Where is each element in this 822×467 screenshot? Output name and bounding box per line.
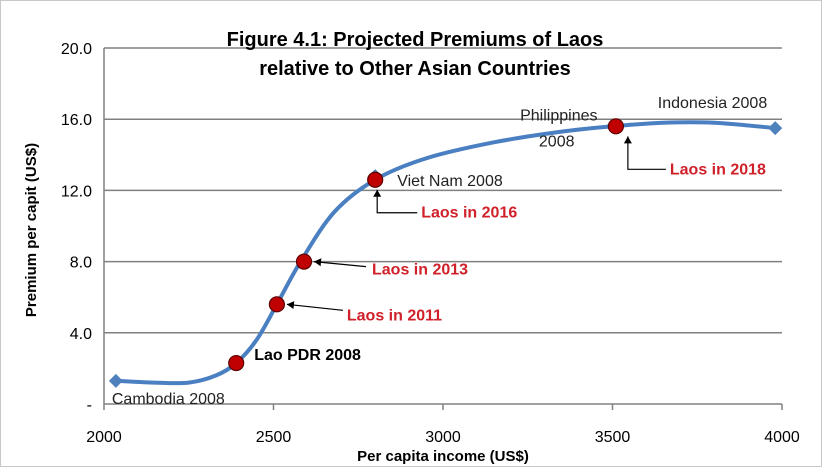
leader-line bbox=[376, 189, 418, 214]
point-labels: Cambodia 2008 Viet Nam 2008 Philippines 200… bbox=[112, 95, 767, 408]
curve-layer bbox=[115, 120, 778, 386]
y-tick-label: 4.0 bbox=[70, 326, 92, 343]
laos-marker bbox=[268, 296, 285, 313]
leader-line bbox=[313, 261, 367, 268]
laos-label: Laos in 2013 bbox=[372, 262, 468, 279]
x-axis-label: Per capita income (US$) bbox=[357, 448, 529, 465]
country-label: Indonesia 2008 bbox=[658, 95, 768, 112]
y-tick-label: 8.0 bbox=[70, 255, 92, 272]
country-label: Cambodia 2008 bbox=[112, 391, 225, 408]
laos-label: Laos in 2011 bbox=[347, 307, 442, 324]
country-label: Viet Nam 2008 bbox=[397, 173, 503, 190]
country-marker bbox=[108, 373, 123, 388]
x-tick-label: 2500 bbox=[256, 429, 292, 446]
laos-marker bbox=[607, 118, 624, 135]
laos-marker bbox=[228, 354, 245, 372]
arrowhead bbox=[286, 301, 295, 310]
country-marker bbox=[768, 121, 783, 136]
y-axis-label: Premium per capit (US$) bbox=[23, 143, 40, 317]
y-tick-label: - bbox=[87, 397, 92, 414]
x-tick-label: 3000 bbox=[425, 429, 461, 446]
x-tick-label: 2000 bbox=[86, 429, 122, 446]
y-tick-label: 12.0 bbox=[61, 183, 92, 200]
chart-title-line1: Figure 4.1: Projected Premiums of Laos bbox=[227, 29, 604, 51]
country-label: Philippines bbox=[520, 107, 597, 124]
leader-line bbox=[286, 303, 343, 311]
laos-label: Lao PDR 2008 bbox=[254, 347, 361, 364]
laos-marker bbox=[367, 171, 384, 188]
gridlines bbox=[104, 47, 782, 334]
arrowhead bbox=[373, 189, 382, 197]
axes bbox=[103, 48, 783, 410]
x-tick-label: 4000 bbox=[764, 429, 800, 446]
leader-line bbox=[627, 136, 666, 170]
markers bbox=[108, 118, 783, 388]
x-tick-label: 3500 bbox=[595, 429, 631, 446]
laos-marker bbox=[295, 253, 313, 270]
y-tick-label: 20.0 bbox=[61, 41, 92, 58]
arrowhead bbox=[314, 258, 322, 267]
laos-label: Laos in 2018 bbox=[670, 161, 766, 178]
premium-curve bbox=[115, 120, 778, 386]
laos-label: Laos in 2016 bbox=[421, 205, 517, 222]
leader-arrows bbox=[286, 136, 666, 311]
chart-title-line2: relative to Other Asian Countries bbox=[259, 58, 571, 80]
country-label-line2: 2008 bbox=[539, 133, 575, 150]
arrowhead bbox=[623, 136, 632, 144]
tick-labels: - 4.0 8.0 12.0 16.0 20.0 2000 2500 3000 3500 4000 bbox=[61, 41, 800, 446]
y-tick-label: 16.0 bbox=[61, 112, 92, 129]
